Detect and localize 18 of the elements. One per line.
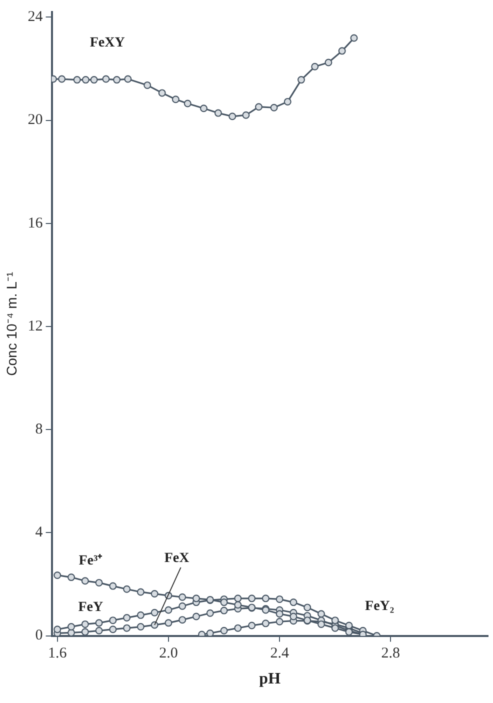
y-tick-label: 8 <box>35 422 43 438</box>
text: FeX <box>164 551 190 566</box>
y-axis-title: Conc 10⁻⁴ m. L⁻¹ <box>3 272 20 376</box>
x-tick-label: 1.6 <box>48 646 68 662</box>
x-axis-title: pH <box>259 670 282 688</box>
y-tick-label: 24 <box>28 9 44 26</box>
x-tick-label: 2.4 <box>270 646 290 662</box>
x-tick-label: 2.8 <box>381 646 400 662</box>
y-tick-label: 20 <box>28 112 43 128</box>
series-label: FeY₂ <box>365 598 394 614</box>
series-label: FeY <box>78 600 104 616</box>
series-label: Fe³⁺ <box>78 554 103 569</box>
y-tick-label: 0 <box>35 628 43 644</box>
y-tick-label: 16 <box>28 215 44 232</box>
y-tick-label: 12 <box>28 318 43 334</box>
series-label: FeXY <box>90 36 125 51</box>
y-tick-label: 4 <box>35 524 44 541</box>
x-tick-label: 2.0 <box>159 646 178 662</box>
